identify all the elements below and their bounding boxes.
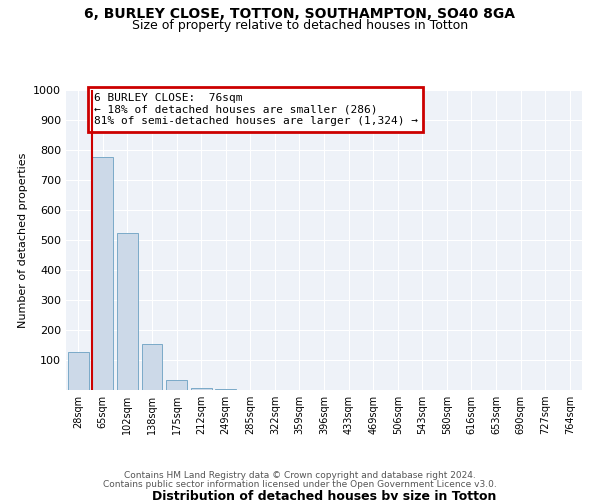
Text: Contains public sector information licensed under the Open Government Licence v3: Contains public sector information licen… bbox=[103, 480, 497, 489]
Bar bbox=[166, 380, 187, 390]
Bar bbox=[142, 344, 163, 390]
Text: Size of property relative to detached houses in Totton: Size of property relative to detached ho… bbox=[132, 18, 468, 32]
Text: Contains HM Land Registry data © Crown copyright and database right 2024.: Contains HM Land Registry data © Crown c… bbox=[124, 471, 476, 480]
Bar bbox=[117, 233, 138, 390]
Bar bbox=[92, 156, 113, 390]
Text: 6, BURLEY CLOSE, TOTTON, SOUTHAMPTON, SO40 8GA: 6, BURLEY CLOSE, TOTTON, SOUTHAMPTON, SO… bbox=[85, 8, 515, 22]
Y-axis label: Number of detached properties: Number of detached properties bbox=[17, 152, 28, 328]
X-axis label: Distribution of detached houses by size in Totton: Distribution of detached houses by size … bbox=[152, 490, 496, 500]
Bar bbox=[68, 352, 89, 390]
Text: 6 BURLEY CLOSE:  76sqm
← 18% of detached houses are smaller (286)
81% of semi-de: 6 BURLEY CLOSE: 76sqm ← 18% of detached … bbox=[94, 93, 418, 126]
Bar bbox=[191, 388, 212, 390]
